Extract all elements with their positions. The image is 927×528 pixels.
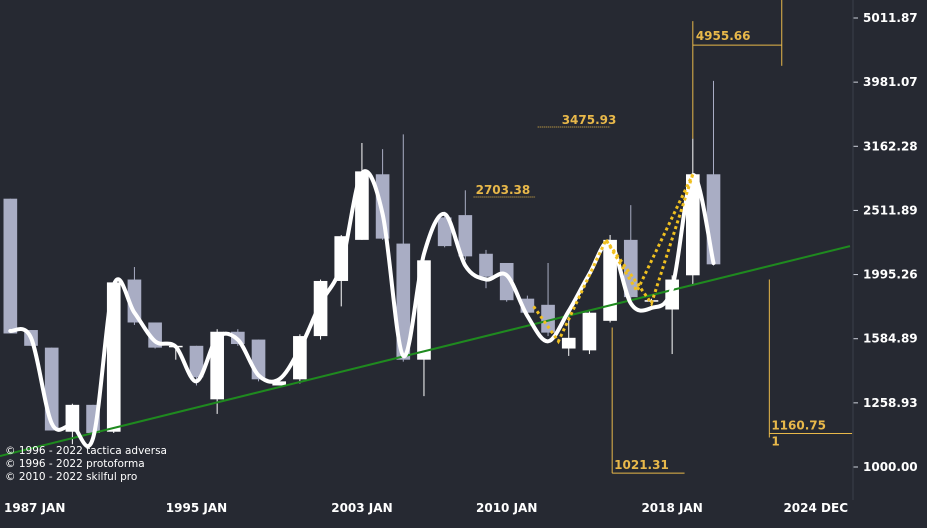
copyright-block: © 1996 - 2022 tactica adversa © 1996 - 2… (5, 445, 167, 483)
annotation-label: 1160.75 (771, 418, 826, 432)
copyright-line-2: © 1996 - 2022 protoforma (5, 458, 145, 470)
annotation-label: 2703.38 (476, 183, 531, 197)
annotation-sublabel: 1 (771, 434, 779, 448)
y-tick-label: 1258.93 (863, 396, 918, 410)
x-tick-label: 2018 JAN (641, 501, 702, 515)
annotation-label: 1021.31 (614, 458, 669, 472)
candle-body (293, 336, 307, 380)
x-tick-label: 1987 JAN (4, 501, 65, 515)
candles (3, 80, 721, 445)
zigzag-line-secondary (604, 173, 695, 307)
price-annotations: 4955.66 3475.93 2703.38 1021.31 1160.75 1 (473, 0, 853, 474)
candle-body (706, 174, 721, 265)
copyright-line-1: © 1996 - 2022 tactica adversa (5, 445, 167, 457)
y-tick-marks (852, 0, 858, 500)
y-axis-labels: 1000.00 1258.93 1584.89 1995.26 2511.89 3162.… (863, 11, 918, 474)
candle-body (396, 243, 411, 360)
x-tick-label: 2024 DEC (783, 501, 848, 515)
candle-body (561, 337, 576, 349)
y-tick-label: 3981.07 (863, 75, 918, 89)
y-tick-label: 2511.89 (863, 203, 918, 217)
x-tick-label: 2003 JAN (331, 501, 392, 515)
candle-body (3, 198, 18, 334)
candle-body (417, 260, 431, 360)
y-tick-label: 3162.28 (863, 139, 918, 153)
candle-body (603, 239, 617, 321)
candle-body (313, 280, 328, 337)
candle-body (685, 174, 700, 276)
candle-body (189, 345, 204, 378)
candle-body (541, 304, 555, 333)
annotation-label: 3475.93 (562, 113, 617, 127)
candle-body (106, 282, 121, 432)
candle-body (210, 331, 224, 400)
candle-body (458, 215, 473, 257)
y-tick-label: 1000.00 (863, 460, 918, 474)
trendline (0, 245, 851, 458)
candle-body (127, 279, 142, 323)
candle-body (665, 279, 679, 310)
trendline-segment (0, 245, 851, 458)
annotation-label: 4955.66 (696, 29, 751, 43)
candle-body (479, 253, 493, 277)
y-tick-label: 1995.26 (863, 268, 918, 282)
candle-body (623, 239, 638, 298)
candle-body (437, 217, 452, 247)
candle-body (582, 312, 597, 351)
y-tick-label: 5011.87 (863, 11, 918, 25)
candle-body (272, 381, 287, 386)
x-tick-label: 2010 JAN (476, 501, 537, 515)
y-tick-label: 1584.89 (863, 332, 918, 346)
x-tick-label: 1995 JAN (166, 501, 227, 515)
zigzag-pattern (532, 173, 695, 345)
copyright-line-3: © 2010 - 2022 skilful pro (5, 471, 137, 483)
x-axis-labels: 1987 JAN 1995 JAN 2003 JAN 2010 JAN 2018 JAN… (4, 501, 848, 515)
